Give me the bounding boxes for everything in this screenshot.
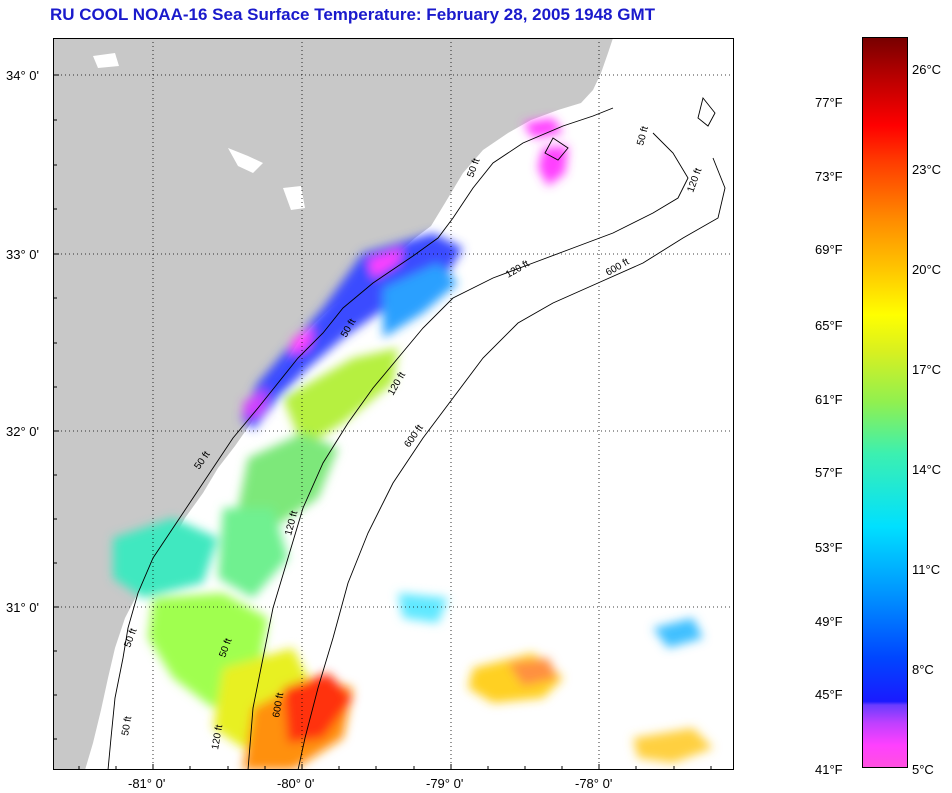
colorbar-c-label: 8°C xyxy=(912,662,934,677)
longitude-label: -81° 0' xyxy=(128,776,166,791)
latitude-label: 34° 0' xyxy=(6,68,39,83)
map-ticks xyxy=(53,74,712,770)
longitude-label: -78° 0' xyxy=(575,776,613,791)
lake-patch xyxy=(283,186,305,210)
sst-map-canvas: 50 ft 120 ft 600 ft 50 ft 120 ft 50 ft 1… xyxy=(53,38,734,770)
latitude-label: 33° 0' xyxy=(6,247,39,262)
colorbar-c-label: 5°C xyxy=(912,762,934,777)
latitude-label: 32° 0' xyxy=(6,424,39,439)
colorbar-c-label: 11°C xyxy=(912,562,941,577)
colorbar-c-label: 23°C xyxy=(912,162,942,177)
contour-50ft xyxy=(107,107,614,770)
colorbar-f-label: 77°F xyxy=(815,95,843,110)
lake-patch xyxy=(228,148,263,173)
map-title: RU COOL NOAA-16 Sea Surface Temperature:… xyxy=(50,5,655,24)
colorbar-c-label: 17°C xyxy=(912,362,942,377)
lake-patch xyxy=(93,53,119,68)
colorbar-f-label: 49°F xyxy=(815,614,843,629)
longitude-label: -79° 0' xyxy=(426,776,464,791)
colorbar-f-label: 65°F xyxy=(815,318,843,333)
colorbar-f-label: 57°F xyxy=(815,465,843,480)
contour-600ft xyxy=(297,157,726,770)
contour-label: 600 ft xyxy=(271,692,286,719)
colorbar-f-label: 53°F xyxy=(815,540,843,555)
sst-data xyxy=(113,118,713,770)
contour-label: 50 ft xyxy=(120,715,134,736)
colorbar-f-label: 69°F xyxy=(815,242,843,257)
colorbar-c-label: 26°C xyxy=(912,62,942,77)
colorbar-c-label: 20°C xyxy=(912,262,942,277)
colorbar-f-label: 45°F xyxy=(815,687,843,702)
contour-label: 120 ft xyxy=(210,724,225,751)
sst-map: 50 ft 120 ft 600 ft 50 ft 120 ft 50 ft 1… xyxy=(53,38,734,770)
land-mass xyxy=(53,38,613,770)
contour-label: 50 ft xyxy=(635,125,651,147)
colorbar-f-label: 61°F xyxy=(815,392,843,407)
temperature-colorbar xyxy=(862,37,908,768)
contour-120ft xyxy=(247,132,689,770)
bathymetry-contours xyxy=(107,97,726,770)
colorbar-c-label: 14°C xyxy=(912,462,942,477)
map-border xyxy=(53,38,734,770)
latitude-label: 31° 0' xyxy=(6,600,39,615)
longitude-label: -80° 0' xyxy=(277,776,315,791)
colorbar-f-label: 41°F xyxy=(815,762,843,777)
graticule xyxy=(53,38,734,770)
colorbar-f-label: 73°F xyxy=(815,169,843,184)
